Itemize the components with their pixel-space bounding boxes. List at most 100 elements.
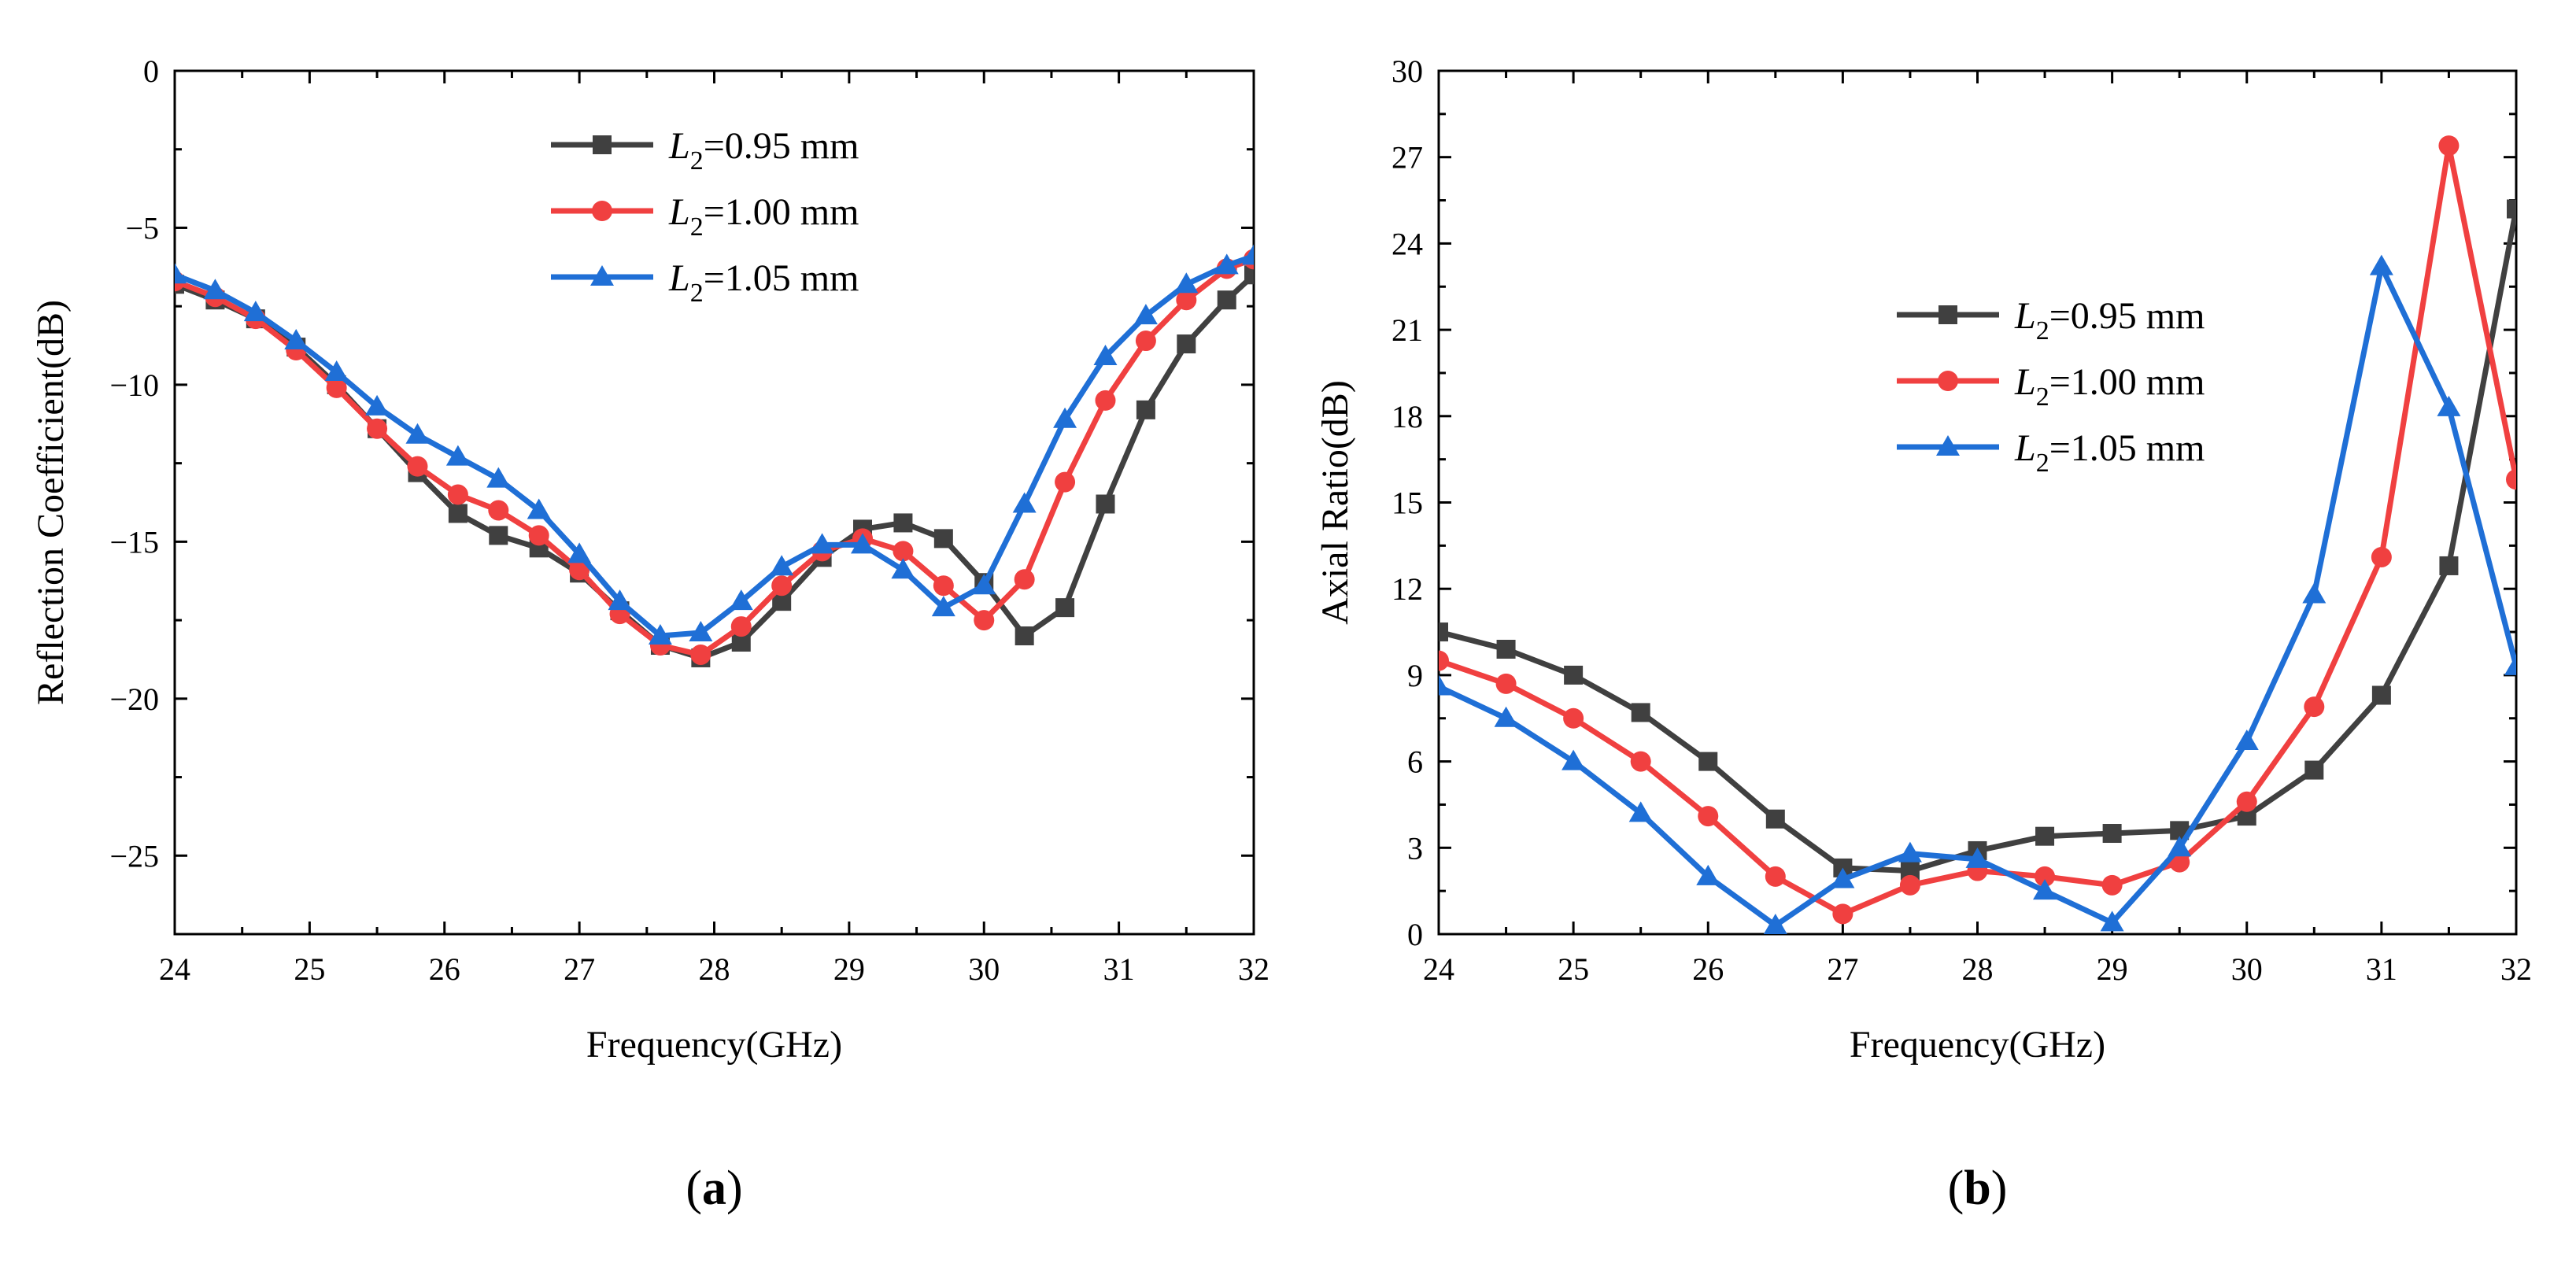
data-point <box>893 513 913 533</box>
data-point <box>528 525 549 546</box>
y-tick-label: −25 <box>109 838 159 874</box>
y-tick-label: 30 <box>1391 54 1423 89</box>
data-point <box>2371 546 2392 567</box>
x-tick-label: 29 <box>833 951 865 987</box>
data-point <box>1217 290 1236 310</box>
data-point <box>1176 290 1197 311</box>
legend-entry-label: =0.95 mm <box>704 125 859 167</box>
y-tick-label: −20 <box>109 682 159 717</box>
y-tick-label: 15 <box>1391 486 1423 521</box>
x-tick-label: 30 <box>2231 951 2263 987</box>
data-point <box>243 301 268 322</box>
legend-entry-symbol: L <box>668 125 690 167</box>
data-point <box>933 575 954 597</box>
x-tick-label: 27 <box>564 951 595 987</box>
legend-marker <box>593 135 612 154</box>
data-point <box>2506 469 2516 490</box>
series-1 <box>1439 135 2516 925</box>
y-axis-title: Reflection Coefficient(dB) <box>30 300 72 705</box>
data-point <box>567 542 592 563</box>
panel-label-open: ( <box>686 1162 702 1215</box>
data-point <box>1899 874 1920 896</box>
data-point <box>974 610 995 631</box>
data-point <box>2507 199 2516 219</box>
data-point <box>2438 135 2460 157</box>
data-point <box>2304 760 2324 780</box>
panel-label-close: ) <box>1991 1162 2008 1215</box>
y-tick-label: −10 <box>109 368 159 403</box>
data-point <box>1696 864 1720 885</box>
data-point <box>1564 665 1584 685</box>
data-point <box>2101 874 2123 896</box>
y-tick-label: 21 <box>1391 312 1423 348</box>
x-tick-label: 29 <box>2097 951 2128 987</box>
data-point <box>1496 639 1516 659</box>
data-point <box>2035 866 2056 887</box>
data-point <box>569 560 590 581</box>
panel-label-open: ( <box>1948 1162 1964 1215</box>
data-point <box>891 558 915 579</box>
data-point <box>770 555 794 576</box>
data-point <box>203 279 227 300</box>
data-point <box>1439 650 1449 671</box>
legend-entry-subscript: 2 <box>2036 449 2049 478</box>
data-point <box>2168 836 2192 857</box>
data-point <box>1096 494 1115 514</box>
data-point <box>972 574 996 595</box>
series-line <box>175 272 1254 661</box>
series-2 <box>175 244 1254 645</box>
data-point <box>284 329 309 350</box>
data-point <box>2302 582 2327 604</box>
data-point <box>407 456 428 477</box>
data-point <box>2035 826 2055 846</box>
data-point <box>448 504 468 523</box>
data-point <box>1628 801 1653 822</box>
plot-frame <box>1437 69 2518 936</box>
data-point <box>175 263 187 284</box>
data-point <box>2437 395 2461 416</box>
data-point <box>729 589 753 611</box>
legend-entry-subscript: 2 <box>690 279 704 308</box>
legend-entry-subscript: 2 <box>690 212 704 242</box>
data-point <box>1133 304 1158 325</box>
legend-entry-label: =1.05 mm <box>2049 427 2205 469</box>
data-point <box>324 360 349 381</box>
data-point <box>689 621 713 642</box>
data-point <box>2371 685 2391 705</box>
data-point <box>2234 730 2259 751</box>
data-point <box>1698 752 1718 771</box>
legend-entry: L2=1.05 mm <box>2014 427 2205 478</box>
legend: L 2 =0.95 mm L2=1.00 mm L2=1.05 mm <box>551 125 859 308</box>
data-point <box>1494 706 1518 727</box>
data-point <box>1055 471 1076 493</box>
legend-entry-label: =1.00 mm <box>704 191 859 233</box>
legend-entry: L2=1.00 mm <box>2014 361 2205 412</box>
data-point <box>1015 626 1034 646</box>
x-tick-label: 32 <box>2500 951 2532 987</box>
data-point <box>367 418 388 439</box>
data-point <box>2439 556 2459 575</box>
data-point <box>771 575 793 597</box>
series-line <box>1439 264 2516 929</box>
legend-entry-subscript: 2 <box>2036 382 2049 412</box>
data-point <box>1095 390 1116 411</box>
data-point <box>1012 492 1037 513</box>
data-point <box>1765 866 1786 887</box>
legend-entry-label: =0.95 mm <box>2049 295 2205 337</box>
panel-label: (a) <box>686 1162 742 1215</box>
data-point <box>1831 867 1855 888</box>
x-tick-label: 26 <box>1692 951 1724 987</box>
x-tick-label: 24 <box>1423 951 1454 987</box>
data-point <box>730 616 752 637</box>
x-tick-label: 24 <box>159 951 190 987</box>
data-point <box>1135 331 1156 352</box>
data-point <box>1177 334 1196 354</box>
series-2 <box>1439 254 2516 934</box>
data-point <box>648 624 672 645</box>
legend-entry: L2=1.00 mm <box>668 191 859 242</box>
legend-marker <box>592 201 612 221</box>
x-tick-label: 28 <box>699 951 730 987</box>
y-tick-label: 9 <box>1407 658 1423 693</box>
legend-entry: L2=1.05 mm <box>668 257 859 308</box>
x-tick-label: 26 <box>429 951 460 987</box>
